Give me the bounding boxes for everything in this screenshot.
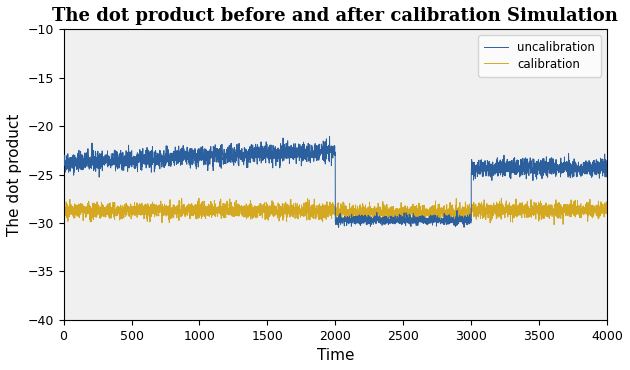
calibration: [551, 222, 558, 227]
uncalibration: [326, 134, 333, 138]
X-axis label: Time: Time: [317, 348, 354, 363]
uncalibration: [335, 225, 342, 229]
uncalibration: [130, 162, 137, 166]
Y-axis label: The dot product: The dot product: [7, 113, 22, 236]
calibration: [291, 211, 299, 215]
calibration: [136, 205, 144, 209]
calibration: [430, 209, 437, 213]
calibration: [604, 210, 611, 215]
calibration: [333, 206, 341, 210]
calibration: [297, 207, 305, 212]
uncalibration: [149, 144, 156, 149]
calibration: [60, 208, 67, 213]
uncalibration: [604, 169, 611, 174]
uncalibration: [164, 148, 171, 152]
uncalibration: [580, 161, 587, 165]
uncalibration: [277, 151, 285, 156]
uncalibration: [60, 158, 67, 163]
uncalibration: [215, 155, 223, 159]
calibration: [498, 196, 505, 201]
Line: calibration: calibration: [64, 198, 607, 225]
calibration: [168, 213, 175, 218]
Line: uncalibration: uncalibration: [64, 136, 607, 227]
Legend: uncalibration, calibration: uncalibration, calibration: [478, 35, 601, 77]
Title: The dot product before and after calibration Simulation: The dot product before and after calibra…: [52, 7, 618, 25]
